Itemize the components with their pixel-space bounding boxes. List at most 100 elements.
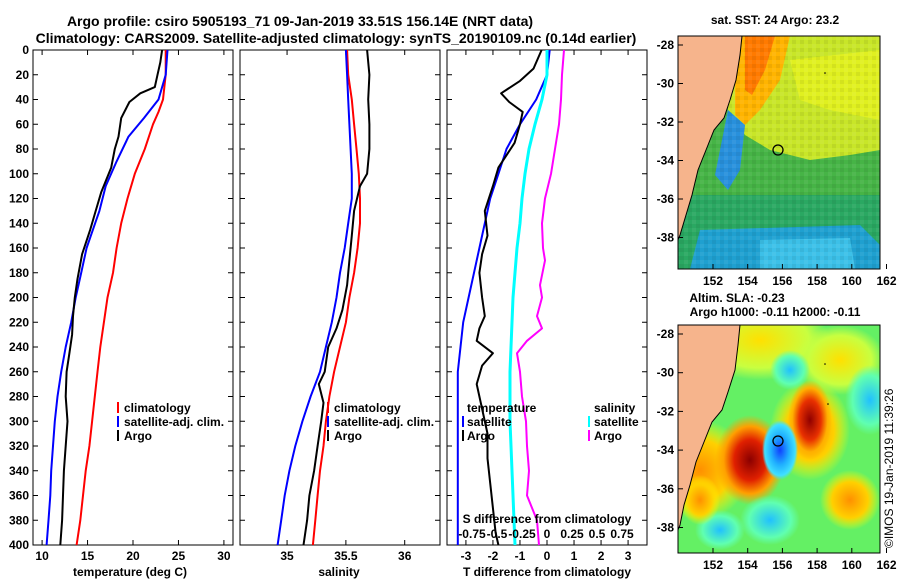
lat-tick-label: -32	[657, 115, 675, 129]
lon-tick-label: 154	[738, 558, 758, 572]
salinity-diff-axis-label: S difference from climatology	[463, 512, 632, 526]
series-line-argo	[302, 49, 371, 546]
sst-lat-ticks: -28 -30 -32 -34 -36 -38	[657, 38, 683, 245]
s-diff-tick-label: -0.5	[487, 527, 508, 541]
sla-map: Altim. SLA: -0.23 Argo h1000: -0.11 h200…	[657, 291, 897, 572]
x-tick-label: -1	[515, 549, 526, 563]
series-line-climatology	[311, 49, 361, 546]
depth-tick-label: 360	[9, 489, 29, 503]
sst-argo-location-marker	[772, 144, 784, 156]
difference-xlabel: T difference from climatology	[463, 565, 631, 579]
series-line-temperature-satellite	[456, 49, 551, 545]
temperature-panel: 0 20 40 60 80 100 120 140 160 180 200 220 240 260 280 3…	[9, 43, 234, 579]
x-tick-label: 20	[126, 549, 140, 563]
depth-tick-label: 320	[9, 439, 29, 453]
depth-tick-label: 180	[9, 266, 29, 280]
depth-tick-label: 60	[16, 117, 30, 131]
lat-tick-label: -38	[657, 231, 675, 245]
legend-climatology: climatology	[124, 401, 191, 415]
depth-tick-label: 340	[9, 464, 29, 478]
salinity-legend: climatology satellite-adj. clim. Argo	[327, 401, 434, 443]
legend-climatology: climatology	[334, 401, 401, 415]
series-line-salinity-argo	[516, 49, 565, 546]
lat-tick-label: -30	[657, 366, 675, 380]
legend-s-satellite: satellite	[594, 415, 639, 429]
lon-tick-label: 160	[842, 558, 862, 572]
depth-tick-label: 140	[9, 216, 29, 230]
series-line-climatology	[75, 50, 167, 546]
depth-tick-label: 120	[9, 192, 29, 206]
depth-tick-label: 80	[16, 142, 30, 156]
x-tick-label: 35	[280, 549, 294, 563]
sst-land	[678, 36, 743, 241]
x-tick-label: -2	[488, 549, 499, 563]
lon-tick-label: 158	[807, 274, 827, 288]
depth-tick-label: 280	[9, 390, 29, 404]
sla-land	[678, 325, 741, 531]
legend-satellite-adj: satellite-adj. clim.	[334, 415, 434, 429]
legend-argo: Argo	[334, 429, 362, 443]
legend-salinity-heading: salinity	[594, 401, 636, 415]
salinity-axes-frame	[239, 49, 441, 546]
sla-map-frame	[677, 324, 881, 554]
x-tick-label: 36	[398, 549, 412, 563]
lat-tick-label: -28	[657, 38, 675, 52]
sst-lon-ticks: 152 154 156 158 160 162	[703, 264, 897, 288]
legend-argo: Argo	[124, 429, 152, 443]
salinity-diff-tick-labels: -0.75 -0.5 -0.25 0 0.25 0.5 0.75	[458, 527, 634, 541]
lon-tick-label: 152	[703, 558, 723, 572]
temperature-xlabel: temperature (deg C)	[73, 565, 187, 579]
lat-tick-label: -34	[657, 154, 675, 168]
s-diff-tick-label: 0.75	[610, 527, 634, 541]
depth-tick-label: 260	[9, 365, 29, 379]
depth-tick-label: 200	[9, 291, 29, 305]
s-diff-tick-label: -0.25	[508, 527, 536, 541]
x-tick-label: 25	[172, 549, 186, 563]
depth-tick-label: 300	[9, 414, 29, 428]
lon-tick-label: 156	[772, 274, 792, 288]
salinity-xlabel: salinity	[318, 565, 360, 579]
lat-tick-label: -36	[657, 482, 675, 496]
series-line-satellite-adj-clim-	[45, 49, 169, 546]
depth-tick-label: 380	[9, 513, 29, 527]
x-tick-label: 10	[35, 549, 49, 563]
legend-t-satellite: satellite	[467, 415, 512, 429]
depth-tick-label: 20	[16, 68, 30, 82]
difference-panel: -3 -2 -1 0 1 2 3 temperature satellite Argo sa…	[446, 49, 648, 579]
lon-tick-label: 162	[876, 274, 896, 288]
sst-map-field	[678, 36, 880, 269]
x-tick-label: 15	[81, 549, 95, 563]
lat-tick-label: -38	[657, 521, 675, 535]
sla-map-field	[678, 325, 880, 553]
lat-tick-label: -34	[657, 443, 675, 457]
lat-tick-label: -36	[657, 192, 675, 206]
lat-tick-label: -32	[657, 404, 675, 418]
difference-axes-frame	[446, 49, 648, 546]
lon-tick-label: 156	[772, 558, 792, 572]
sla-argo-location-marker	[772, 435, 784, 447]
s-diff-tick-label: 0	[544, 527, 551, 541]
series-line-temperature-argo	[475, 49, 543, 546]
lon-tick-label: 158	[807, 558, 827, 572]
sla-lon-ticks: 152 154 156 158 160 162	[703, 548, 897, 572]
temperature-legend: climatology satellite-adj. clim. Argo	[117, 401, 224, 443]
series-line-salinity-satellite	[508, 50, 549, 546]
sla-lat-ticks: -28 -30 -32 -34 -36 -38	[657, 327, 683, 535]
depth-tick-label: 100	[9, 167, 29, 181]
title-line-1: Argo profile: csiro 5905193_71 09-Jan-20…	[67, 13, 533, 29]
depth-tick-label: 240	[9, 340, 29, 354]
x-tick-label: -3	[461, 549, 472, 563]
x-tick-label: 3	[625, 549, 632, 563]
difference-legend: temperature satellite Argo salinity sate…	[462, 401, 639, 443]
lon-tick-label: 152	[703, 274, 723, 288]
x-tick-label: 0	[544, 549, 551, 563]
sla-map-title-1: Altim. SLA: -0.23	[689, 291, 785, 305]
title-line-2: Climatology: CARS2009. Satellite-adjuste…	[36, 30, 637, 46]
x-tick-label: 1	[571, 549, 578, 563]
legend-temperature-heading: temperature	[467, 401, 537, 415]
s-diff-tick-label: 0.5	[589, 527, 606, 541]
depth-tick-label: 400	[9, 538, 29, 552]
x-tick-label: 2	[598, 549, 605, 563]
series-line-argo	[59, 49, 164, 546]
